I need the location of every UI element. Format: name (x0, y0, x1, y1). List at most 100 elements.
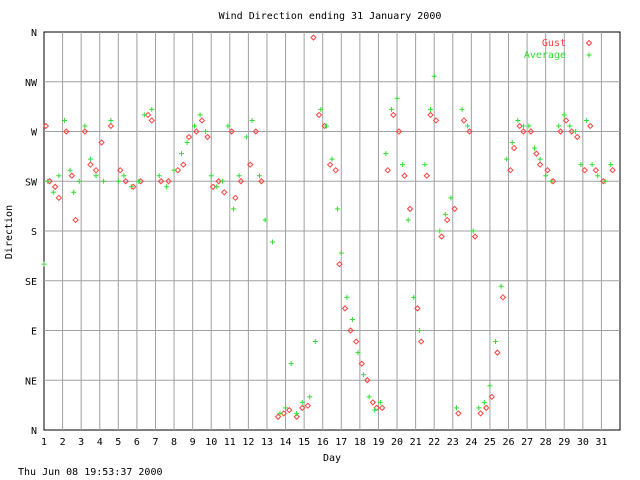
x-tick-label: 8 (171, 437, 177, 448)
legend-label-average: Average (524, 50, 566, 61)
average-point (388, 106, 394, 112)
average-point (50, 189, 56, 195)
x-tick-label: 29 (558, 437, 570, 448)
average-point (192, 123, 198, 129)
gust-point (369, 399, 377, 406)
average-point (171, 167, 177, 173)
gust-point (520, 128, 527, 135)
legend-marker-gust (585, 39, 593, 47)
average-point (41, 261, 47, 267)
average-point (283, 405, 289, 411)
gust-point (81, 128, 89, 135)
gust-point (527, 128, 535, 135)
gust-point (252, 128, 260, 135)
y-tick-label: N (31, 28, 37, 39)
average-point (344, 294, 350, 300)
x-tick-label: 7 (152, 437, 158, 448)
average-point (572, 129, 578, 134)
average-point (498, 283, 504, 289)
average-point (128, 184, 134, 190)
gust-point (122, 178, 129, 185)
x-tick-label: 5 (115, 437, 121, 448)
gust-point (609, 166, 616, 174)
gust-point (310, 34, 317, 41)
average-point (349, 316, 355, 322)
y-tick-label: N (31, 426, 37, 437)
x-tick-label: 30 (577, 437, 589, 448)
average-point (589, 162, 595, 168)
average-point (481, 399, 487, 405)
average-point (208, 173, 214, 179)
gust-point (406, 205, 414, 213)
gust-point (516, 122, 523, 130)
gust-point (204, 133, 211, 141)
average-point (164, 184, 170, 190)
gust-point (228, 128, 235, 135)
legend-label-gust: Gust (542, 38, 566, 49)
gust-point (304, 402, 312, 409)
gust-point (536, 161, 544, 168)
average-point (236, 173, 242, 179)
average-point (100, 178, 106, 184)
gust-point (507, 166, 514, 174)
gust-point (209, 183, 217, 190)
average-point (244, 134, 250, 140)
tick-layer: 1 2 3 4 5 6 7 8 9 10 11 12 13 14 15 16 17 18 19 20 21 22 23 24 2… (25, 28, 607, 448)
gust-point (395, 128, 403, 135)
x-tick-label: 17 (335, 437, 347, 448)
average-point (294, 410, 300, 416)
y-tick-label: S (31, 227, 37, 238)
gust-point (144, 111, 152, 119)
average-point (288, 361, 294, 367)
x-tick-label: 23 (447, 437, 459, 448)
average-point (561, 112, 567, 118)
gust-point (477, 410, 484, 417)
average-point (318, 106, 324, 112)
average-point (608, 162, 614, 168)
gust-point (237, 178, 245, 185)
gust-point (157, 178, 165, 185)
gust-point (557, 128, 564, 135)
timestamp-label: Thu Jun 08 19:53:37 2000 (18, 467, 163, 478)
gust-point (587, 122, 594, 130)
average-point (427, 106, 433, 112)
average-point (76, 178, 82, 184)
gust-point (427, 111, 434, 119)
x-tick-label: 31 (595, 437, 607, 448)
gust-point (185, 133, 193, 141)
average-point (178, 151, 184, 157)
gust-point (592, 166, 600, 174)
average-point (470, 228, 476, 234)
y-tick-label: SW (25, 177, 38, 188)
gust-point (258, 178, 265, 185)
average-point (442, 211, 448, 217)
x-tick-label: 22 (428, 437, 440, 448)
gust-point (87, 161, 94, 168)
y-tick-label: NW (25, 78, 38, 89)
y-tick-label: E (31, 327, 37, 338)
gust-point (55, 194, 63, 202)
gust-point (148, 117, 155, 124)
x-tick-label: 20 (391, 437, 403, 448)
average-point (595, 173, 601, 179)
x-tick-label: 6 (134, 437, 140, 448)
gust-point (568, 128, 575, 135)
average-point (225, 123, 231, 129)
gust-point (443, 216, 451, 224)
average-point (141, 112, 147, 118)
average-point (45, 178, 51, 184)
x-tick-label: 3 (78, 437, 84, 448)
average-point (93, 173, 99, 179)
gust-point (42, 122, 50, 130)
average-point (411, 294, 417, 300)
average-point (405, 217, 411, 223)
gust-point (165, 178, 172, 185)
average-point (453, 405, 459, 411)
gust-point (232, 194, 239, 202)
average-point (448, 195, 454, 201)
average-point (383, 151, 389, 157)
gust-point (63, 128, 70, 135)
average-point (149, 106, 155, 112)
gust-point (174, 166, 181, 174)
